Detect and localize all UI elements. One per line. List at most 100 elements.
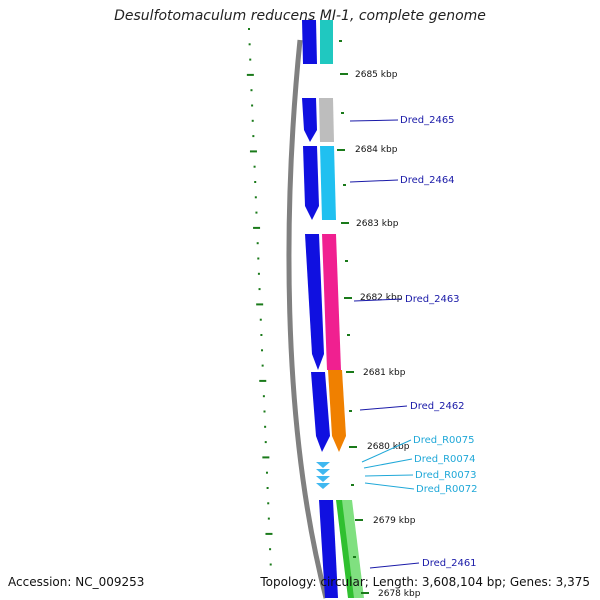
gc-dot [261, 349, 264, 352]
tick-mark [344, 297, 352, 299]
gc-dot [254, 181, 257, 183]
gc-dot [262, 395, 265, 398]
rna-arrow [316, 476, 330, 482]
tick-label: 2678 kbp [378, 589, 421, 599]
gc-dot [252, 135, 255, 138]
rna-arrow [316, 483, 330, 489]
gene-segment-dred-2465 [319, 98, 334, 142]
rna-label[interactable]: Dred_R0073 [415, 470, 477, 481]
gc-dot [269, 548, 272, 551]
gc-dot [263, 410, 266, 413]
gene-leader-line [359, 405, 408, 411]
gc-dot [250, 89, 253, 92]
tick-mark [337, 149, 345, 151]
gc-dot [249, 58, 252, 61]
gc-dot [258, 288, 261, 291]
minor-tick [349, 410, 352, 412]
gc-dot [262, 456, 270, 459]
tick-label: 2685 kbp [355, 70, 398, 80]
gc-dot [251, 104, 254, 107]
cds-arrow [303, 146, 319, 220]
tick-label: 2684 kbp [355, 145, 398, 155]
tick-mark [361, 592, 369, 594]
rna-leader-line [363, 458, 413, 469]
gc-dot [254, 196, 257, 199]
gc-dot [246, 73, 254, 76]
rna-leader-line [364, 482, 415, 490]
feature-track [319, 20, 364, 598]
gene-label[interactable]: Dred_2463 [405, 294, 460, 305]
rna-label[interactable]: Dred_R0074 [414, 454, 476, 465]
cds-arrow [302, 20, 317, 64]
cds-strand-track [302, 20, 338, 598]
cds-arrow [302, 98, 317, 142]
rna-leader-line [361, 439, 412, 463]
gene-label[interactable]: Dred_2461 [422, 558, 477, 569]
gene-leader-line [353, 298, 403, 302]
gc-dot [249, 150, 257, 153]
gc-dot [260, 334, 263, 336]
minor-tick [345, 260, 348, 262]
gc-dot [257, 257, 260, 260]
gc-dot [248, 28, 250, 30]
rna-leader-line [364, 474, 414, 477]
gene-leader-line [369, 562, 420, 569]
gene-leader-line [349, 119, 399, 122]
tick-mark [349, 446, 357, 448]
tick-mark [355, 519, 363, 521]
gc-dot [259, 379, 267, 382]
gc-dots [246, 28, 273, 566]
gene-label[interactable]: Dred_2465 [400, 115, 455, 126]
gc-dot [264, 441, 267, 444]
gene-label[interactable]: Dred_2462 [410, 401, 465, 412]
gc-dot [267, 517, 270, 520]
gc-dot [253, 165, 256, 168]
tick-label: 2680 kbp [367, 442, 410, 452]
minor-tick [343, 184, 346, 186]
rna-label[interactable]: Dred_R0075 [413, 435, 475, 446]
tick-label: 2682 kbp [360, 293, 403, 303]
tick-label: 2681 kbp [363, 368, 406, 378]
gene-segment-dred-2463 [322, 234, 341, 370]
tick-mark [346, 371, 354, 373]
rna-track [316, 462, 330, 489]
tick-label: 2683 kbp [356, 219, 399, 229]
gene-leader-line [349, 179, 399, 183]
gc-dot [269, 563, 272, 566]
gc-dot [261, 364, 264, 367]
gc-dot [264, 425, 267, 428]
genome-backbone [286, 39, 329, 599]
tick-mark [341, 222, 349, 224]
gc-dot [253, 226, 261, 229]
gc-dot [265, 471, 268, 474]
rna-label[interactable]: Dred_R0072 [416, 484, 478, 495]
gc-dot [257, 272, 260, 275]
cds-arrow [319, 500, 338, 598]
gc-dot [266, 487, 269, 489]
minor-tick [347, 334, 350, 336]
gene-segment-dred-2462 [328, 370, 346, 452]
cds-arrow [311, 372, 330, 452]
gc-dot [267, 502, 270, 505]
tick-track: 2685 kbp 2684 kbp 2683 kbp 2682 kbp 2681 kbp… [337, 40, 421, 599]
gc-dot [259, 318, 262, 321]
rna-arrow [316, 469, 330, 475]
feature-top-cyan [320, 20, 333, 64]
gc-dot [256, 242, 259, 245]
tick-mark [340, 73, 348, 75]
gene-label[interactable]: Dred_2464 [400, 175, 455, 186]
minor-tick [341, 112, 344, 114]
accession-text: Accession: NC_009253 [8, 575, 145, 589]
minor-tick [353, 556, 356, 558]
tick-label: 2679 kbp [373, 516, 416, 526]
rna-arrow [316, 462, 330, 468]
gc-dot [248, 43, 251, 46]
minor-tick [351, 484, 354, 486]
gc-dot [265, 532, 273, 535]
gc-dot [255, 211, 258, 214]
label-track: Dred_2465 Dred_2464 Dred_2463 Dred_2462 Dred… [349, 115, 478, 569]
cds-arrow [305, 234, 324, 370]
minor-tick [339, 40, 342, 42]
gene-segment-dred-2464 [320, 146, 336, 220]
